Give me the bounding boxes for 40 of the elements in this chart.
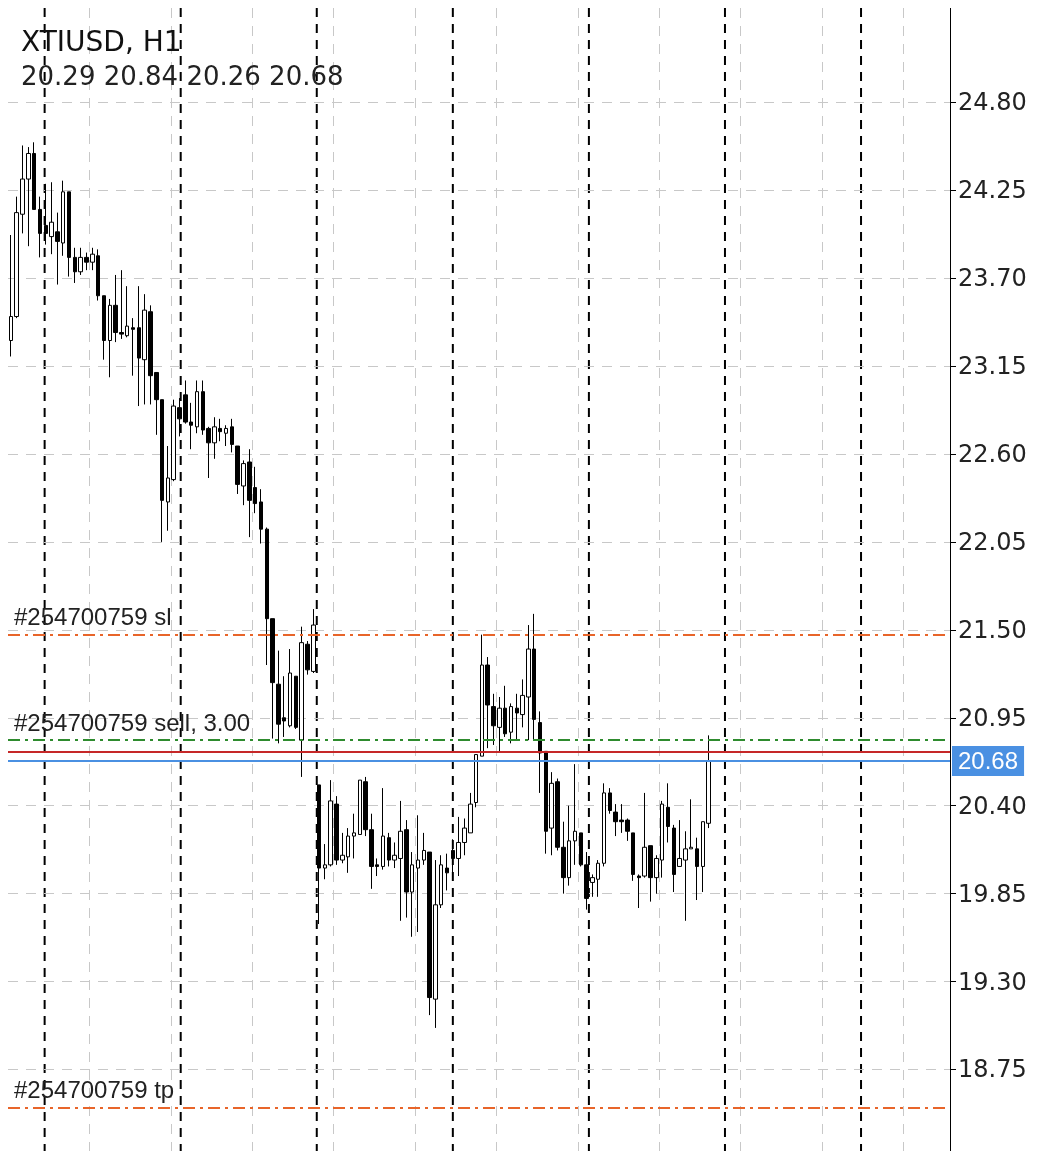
candlestick — [230, 418, 234, 453]
candlestick — [195, 379, 199, 434]
candlestick — [538, 710, 542, 794]
text: 20.29 20.84 20.26 20.68 — [21, 61, 344, 91]
candlestick — [38, 196, 42, 258]
y-tick-label: 22.60 — [958, 440, 1027, 469]
candlestick — [608, 787, 612, 815]
candlestick — [102, 295, 106, 361]
candlestick — [224, 424, 228, 447]
y-tick-label: 19.85 — [958, 879, 1027, 908]
candlestick — [666, 782, 670, 843]
candlestick — [509, 702, 513, 744]
ref-line-label: #254700759 tp — [14, 1076, 175, 1104]
candlestick — [602, 782, 606, 867]
candlestick — [445, 853, 449, 891]
ref-line-label: 20.68 — [958, 747, 1019, 775]
y-tick-label: 18.75 — [958, 1055, 1027, 1084]
y-tick-label: 23.70 — [958, 264, 1027, 293]
candlestick — [474, 754, 478, 808]
candlestick — [131, 317, 135, 377]
ref-line-label: #254700759 sell, 3.00 — [14, 708, 251, 736]
candlestick — [67, 191, 71, 278]
candlestick — [288, 648, 292, 728]
candlestick — [695, 837, 699, 901]
candlestick — [352, 813, 356, 859]
y-tick-label: 19.30 — [958, 967, 1027, 996]
candlestick — [381, 787, 385, 871]
y-tick-label: 23.15 — [958, 352, 1027, 381]
y-tick-label: 20.40 — [958, 791, 1027, 820]
candlestick — [573, 763, 577, 866]
y-tick-label: 24.25 — [958, 176, 1027, 205]
candlestick — [416, 814, 420, 933]
candlestick — [259, 488, 263, 545]
candlestick — [631, 832, 635, 882]
ref-line-label: #254700759 sl — [14, 603, 172, 631]
text: XTIUSD, H1 — [21, 24, 182, 58]
y-tick-label: 24.80 — [958, 88, 1027, 117]
y-tick-label: 22.05 — [958, 527, 1027, 556]
y-tick-label: 20.95 — [958, 703, 1027, 732]
y-tick-label: 21.50 — [958, 615, 1027, 644]
